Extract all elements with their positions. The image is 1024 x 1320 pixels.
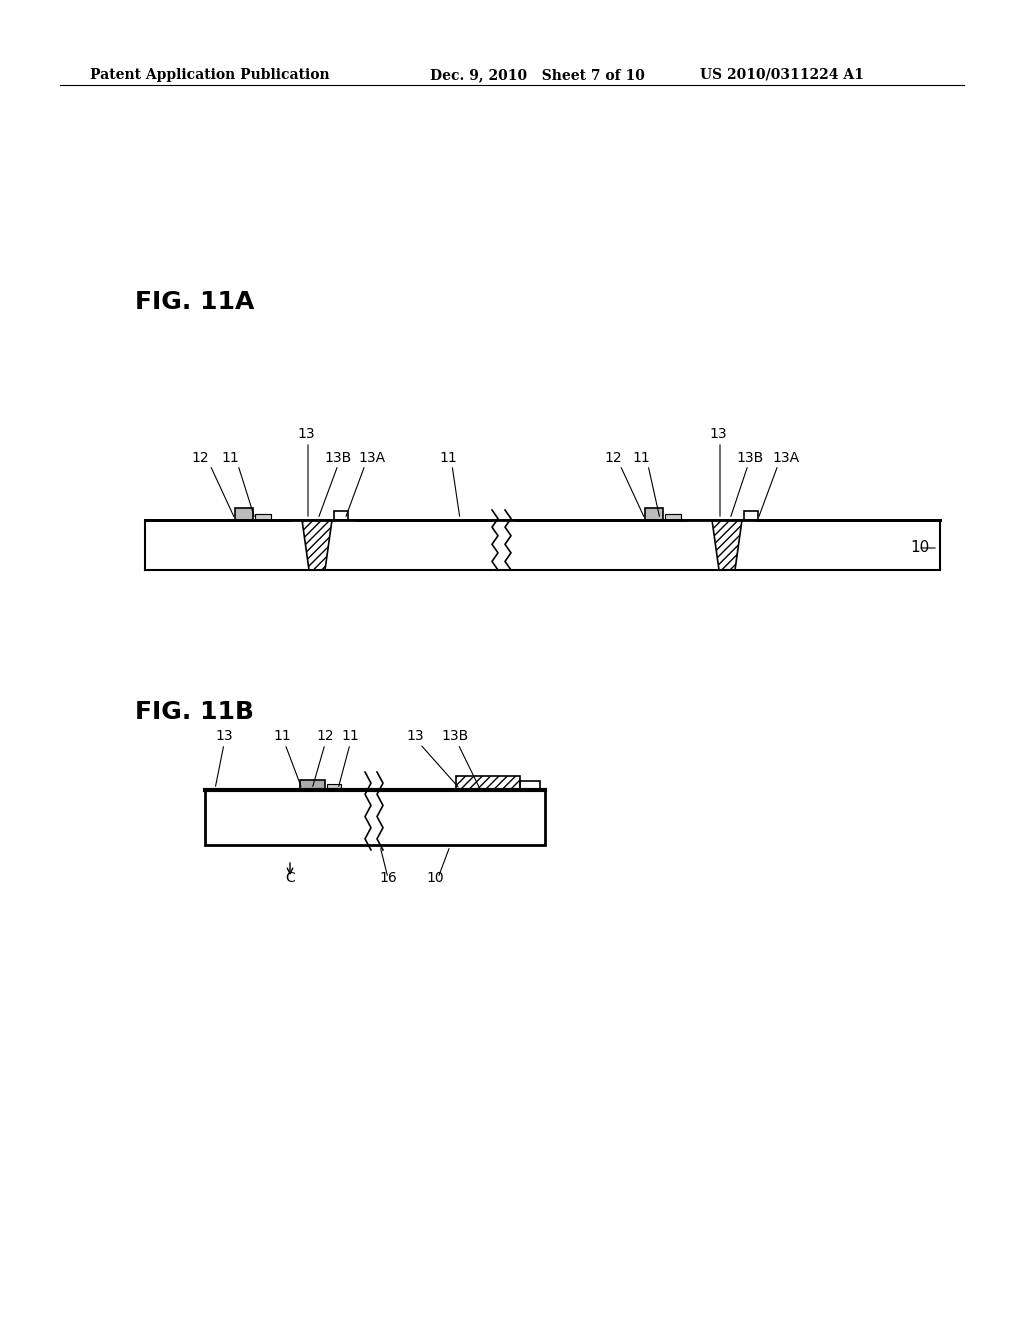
Text: Dec. 9, 2010   Sheet 7 of 10: Dec. 9, 2010 Sheet 7 of 10: [430, 69, 645, 82]
Bar: [145, 520, 940, 570]
Text: 11: 11: [221, 451, 239, 465]
Text: 16: 16: [379, 871, 397, 884]
Text: 10: 10: [910, 540, 929, 556]
Text: Patent Application Publication: Patent Application Publication: [90, 69, 330, 82]
Text: 12: 12: [604, 451, 622, 465]
Text: 11: 11: [632, 451, 650, 465]
Text: 11: 11: [439, 451, 457, 465]
Text: 13B: 13B: [441, 729, 469, 743]
Bar: [744, 511, 758, 520]
Bar: [300, 780, 325, 789]
Text: 13B: 13B: [736, 451, 764, 465]
Bar: [327, 784, 341, 789]
Polygon shape: [302, 520, 332, 570]
Text: 12: 12: [316, 729, 334, 743]
Text: 11: 11: [273, 729, 291, 743]
Text: 13B: 13B: [325, 451, 351, 465]
Bar: [645, 508, 663, 520]
Text: 13: 13: [297, 426, 314, 441]
Bar: [665, 513, 681, 520]
Bar: [334, 511, 348, 520]
Bar: [205, 789, 545, 845]
Bar: [234, 508, 253, 520]
Text: 13: 13: [407, 729, 424, 743]
Text: 13A: 13A: [772, 451, 800, 465]
Text: 13: 13: [710, 426, 727, 441]
Bar: [520, 781, 540, 789]
Text: FIG. 11B: FIG. 11B: [135, 700, 254, 723]
Polygon shape: [712, 520, 742, 570]
Text: 10: 10: [426, 871, 443, 884]
Text: US 2010/0311224 A1: US 2010/0311224 A1: [700, 69, 864, 82]
Text: 13: 13: [215, 729, 232, 743]
Text: FIG. 11A: FIG. 11A: [135, 290, 254, 314]
Text: 13A: 13A: [358, 451, 386, 465]
Text: 11: 11: [341, 729, 358, 743]
Text: 12: 12: [191, 451, 209, 465]
Text: C: C: [285, 871, 295, 884]
Bar: [456, 776, 520, 789]
Bar: [255, 513, 271, 520]
